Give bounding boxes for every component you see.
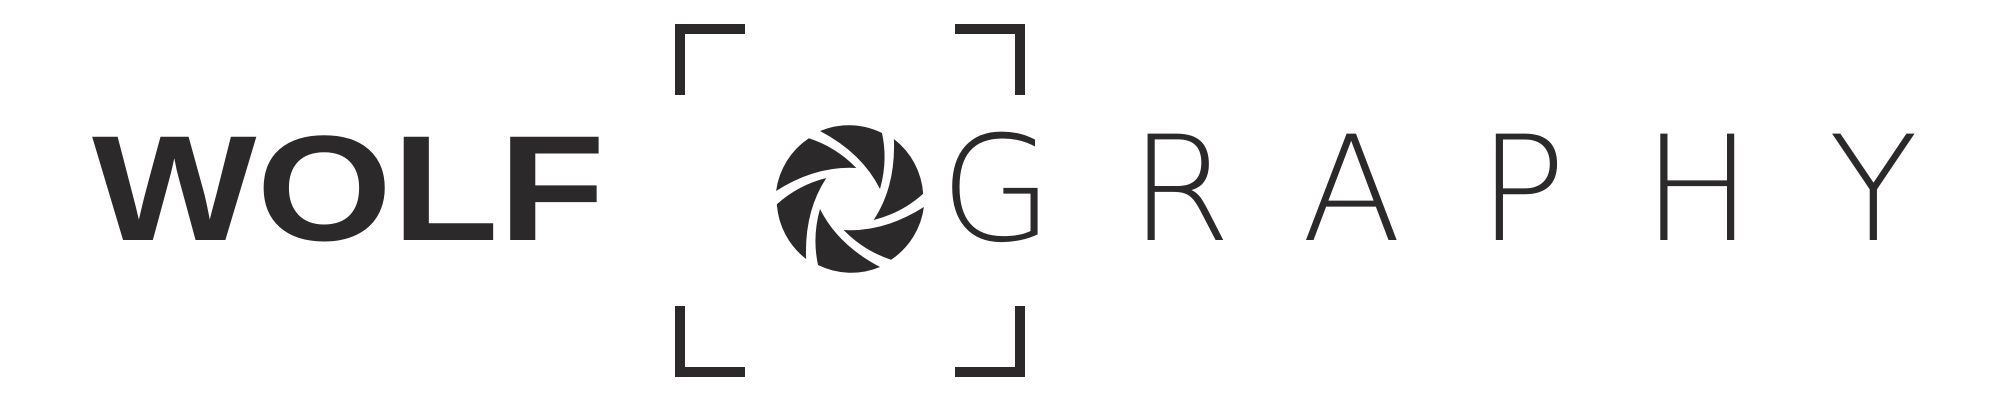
bracket: [675, 24, 745, 95]
blade: [820, 125, 885, 189]
blade: [776, 178, 827, 259]
frame-brackets: [675, 24, 1025, 377]
logo-light-text: GRAPHY: [940, 105, 1918, 275]
blade: [843, 207, 924, 260]
bracket: [955, 24, 1025, 95]
logo-bold-text: WOLF: [92, 104, 605, 272]
aperture-icon: [776, 125, 924, 273]
blade: [815, 209, 880, 273]
blade: [776, 138, 857, 191]
bracket: [955, 306, 1025, 377]
bracket: [675, 306, 745, 377]
blade: [873, 139, 924, 220]
